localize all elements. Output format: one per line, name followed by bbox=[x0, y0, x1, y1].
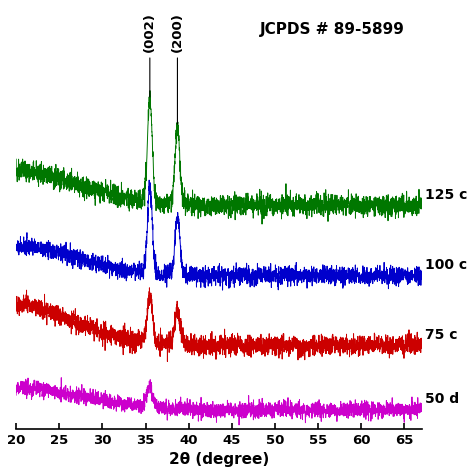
Text: JCPDS # 89-5899: JCPDS # 89-5899 bbox=[259, 22, 404, 37]
Text: 100 c: 100 c bbox=[425, 258, 467, 272]
Text: (200): (200) bbox=[171, 12, 184, 124]
Text: (002): (002) bbox=[143, 12, 156, 97]
Text: 50 d: 50 d bbox=[425, 392, 459, 406]
Text: 75 c: 75 c bbox=[425, 328, 457, 342]
Text: 125 c: 125 c bbox=[425, 188, 467, 202]
X-axis label: 2θ (degree): 2θ (degree) bbox=[169, 452, 269, 467]
